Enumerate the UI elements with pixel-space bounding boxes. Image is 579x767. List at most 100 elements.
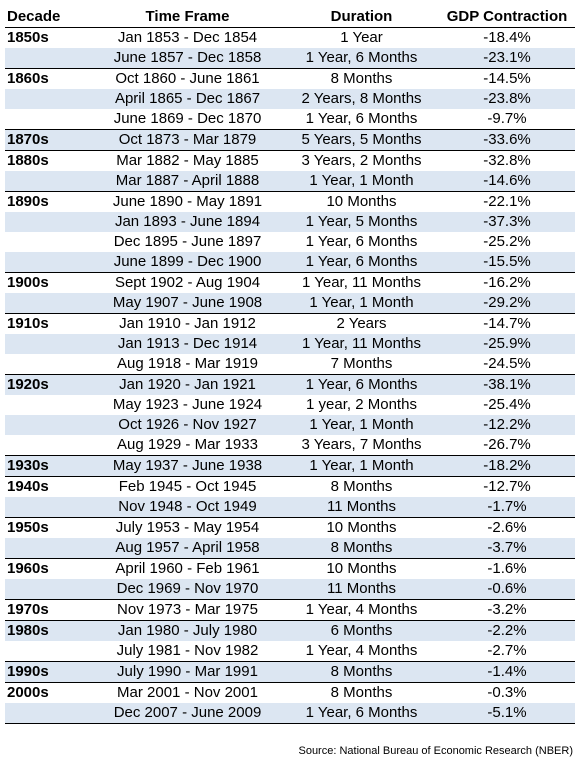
decade-cell: 1860s xyxy=(5,68,91,89)
decade-cell: 1940s xyxy=(5,476,91,497)
duration-cell: 1 Year, 6 Months xyxy=(284,109,439,130)
duration-cell: 7 Months xyxy=(284,354,439,375)
decade-cell xyxy=(5,395,91,415)
decade-cell: 1990s xyxy=(5,661,91,683)
table-row: May 1907 - June 1908 1 Year, 1 Month -29.2… xyxy=(5,293,575,314)
gdp-contraction-cell: -2.6% xyxy=(439,517,575,538)
gdp-contraction-cell: -1.7% xyxy=(439,497,575,518)
duration-cell: 1 Year, 1 Month xyxy=(284,455,439,477)
decade-cell: 1870s xyxy=(5,129,91,151)
table-row: Aug 1929 - Mar 1933 3 Years, 7 Months -26.… xyxy=(5,435,575,456)
time-frame-cell: June 1890 - May 1891 xyxy=(91,191,284,212)
table-row: 1920s Jan 1920 - Jan 1921 1 Year, 6 Months… xyxy=(5,374,575,395)
gdp-contraction-cell: -33.6% xyxy=(439,129,575,151)
duration-cell: 8 Months xyxy=(284,68,439,89)
time-frame-cell: Dec 2007 - June 2009 xyxy=(91,703,284,724)
time-frame-cell: Jan 1853 - Dec 1854 xyxy=(91,27,284,48)
table-row: 1960s April 1960 - Feb 1961 10 Months -1.6% xyxy=(5,558,575,579)
decade-cell: 1950s xyxy=(5,517,91,538)
time-frame-cell: Mar 1887 - April 1888 xyxy=(91,171,284,192)
time-frame-cell: Dec 1895 - June 1897 xyxy=(91,232,284,252)
gdp-contraction-cell: -3.7% xyxy=(439,538,575,559)
gdp-contraction-cell: -14.5% xyxy=(439,68,575,89)
gdp-contraction-cell: -1.4% xyxy=(439,661,575,683)
gdp-contraction-cell: -12.2% xyxy=(439,415,575,435)
time-frame-cell: Jan 1913 - Dec 1914 xyxy=(91,334,284,354)
time-frame-cell: Jan 1920 - Jan 1921 xyxy=(91,374,284,395)
decade-cell xyxy=(5,212,91,232)
time-frame-cell: June 1857 - Dec 1858 xyxy=(91,48,284,69)
gdp-contraction-cell: -12.7% xyxy=(439,476,575,497)
time-frame-cell: Aug 1957 - April 1958 xyxy=(91,538,284,559)
decade-cell: 1900s xyxy=(5,272,91,293)
table-header-row: Decade Time Frame Duration GDP Contracti… xyxy=(5,5,575,28)
gdp-contraction-cell: -1.6% xyxy=(439,558,575,579)
table-row: Oct 1926 - Nov 1927 1 Year, 1 Month -12.2% xyxy=(5,415,575,435)
table-row: 1860s Oct 1860 - June 1861 8 Months -14.5% xyxy=(5,68,575,89)
time-frame-cell: June 1899 - Dec 1900 xyxy=(91,252,284,273)
duration-cell: 11 Months xyxy=(284,497,439,518)
duration-cell: 1 Year, 1 Month xyxy=(284,171,439,192)
table-row: Jan 1893 - June 1894 1 Year, 5 Months -37.… xyxy=(5,212,575,232)
gdp-contraction-cell: -37.3% xyxy=(439,212,575,232)
table-row: 1900s Sept 1902 - Aug 1904 1 Year, 11 Mont… xyxy=(5,272,575,293)
duration-cell: 1 Year, 6 Months xyxy=(284,374,439,395)
gdp-contraction-cell: -16.2% xyxy=(439,272,575,293)
header-time-frame: Time Frame xyxy=(91,5,284,28)
decade-cell: 1930s xyxy=(5,455,91,477)
duration-cell: 3 Years, 2 Months xyxy=(284,150,439,171)
decade-cell xyxy=(5,293,91,314)
gdp-contraction-cell: -22.1% xyxy=(439,191,575,212)
table-row: 1850s Jan 1853 - Dec 1854 1 Year -18.4% xyxy=(5,27,575,48)
table-row: Dec 2007 - June 2009 1 Year, 6 Months -5.1… xyxy=(5,703,575,724)
header-duration: Duration xyxy=(284,5,439,28)
table-row: April 1865 - Dec 1867 2 Years, 8 Months -2… xyxy=(5,89,575,109)
gdp-contraction-cell: -5.1% xyxy=(439,703,575,724)
table-row: 1970s Nov 1973 - Mar 1975 1 Year, 4 Months… xyxy=(5,599,575,621)
table-row: 1950s July 1953 - May 1954 10 Months -2.6% xyxy=(5,517,575,538)
duration-cell: 8 Months xyxy=(284,682,439,703)
table-row: Mar 1887 - April 1888 1 Year, 1 Month -14.… xyxy=(5,171,575,192)
time-frame-cell: Oct 1860 - June 1861 xyxy=(91,68,284,89)
decade-cell xyxy=(5,497,91,518)
decade-cell: 1960s xyxy=(5,558,91,579)
recessions-table: Decade Time Frame Duration GDP Contracti… xyxy=(5,5,575,724)
table-row: Dec 1895 - June 1897 1 Year, 6 Months -25.… xyxy=(5,232,575,252)
duration-cell: 1 Year, 11 Months xyxy=(284,334,439,354)
duration-cell: 2 Years xyxy=(284,313,439,334)
decade-cell: 1850s xyxy=(5,27,91,48)
time-frame-cell: Aug 1929 - Mar 1933 xyxy=(91,435,284,456)
gdp-contraction-cell: -2.2% xyxy=(439,620,575,641)
time-frame-cell: April 1865 - Dec 1867 xyxy=(91,89,284,109)
time-frame-cell: April 1960 - Feb 1961 xyxy=(91,558,284,579)
table-row: 1980s Jan 1980 - July 1980 6 Months -2.2% xyxy=(5,620,575,641)
time-frame-cell: July 1990 - Mar 1991 xyxy=(91,661,284,683)
duration-cell: 1 Year, 4 Months xyxy=(284,599,439,621)
table-row: Dec 1969 - Nov 1970 11 Months -0.6% xyxy=(5,579,575,600)
duration-cell: 1 year, 2 Months xyxy=(284,395,439,415)
table-row: 1880s Mar 1882 - May 1885 3 Years, 2 Month… xyxy=(5,150,575,171)
duration-cell: 1 Year, 1 Month xyxy=(284,293,439,314)
table-body: 1850s Jan 1853 - Dec 1854 1 Year -18.4% June… xyxy=(5,27,575,724)
time-frame-cell: May 1907 - June 1908 xyxy=(91,293,284,314)
time-frame-cell: May 1937 - June 1938 xyxy=(91,455,284,477)
table-row: 1910s Jan 1910 - Jan 1912 2 Years -14.7% xyxy=(5,313,575,334)
table-row: Aug 1918 - Mar 1919 7 Months -24.5% xyxy=(5,354,575,375)
time-frame-cell: July 1953 - May 1954 xyxy=(91,517,284,538)
table-row: Jan 1913 - Dec 1914 1 Year, 11 Months -25.… xyxy=(5,334,575,354)
decade-cell xyxy=(5,354,91,375)
duration-cell: 10 Months xyxy=(284,517,439,538)
decade-cell xyxy=(5,415,91,435)
table-row: June 1869 - Dec 1870 1 Year, 6 Months -9.7… xyxy=(5,109,575,130)
gdp-contraction-cell: -25.2% xyxy=(439,232,575,252)
time-frame-cell: Oct 1873 - Mar 1879 xyxy=(91,129,284,151)
duration-cell: 1 Year, 6 Months xyxy=(284,252,439,273)
decade-cell: 1890s xyxy=(5,191,91,212)
time-frame-cell: June 1869 - Dec 1870 xyxy=(91,109,284,130)
time-frame-cell: Oct 1926 - Nov 1927 xyxy=(91,415,284,435)
gdp-contraction-cell: -15.5% xyxy=(439,252,575,273)
time-frame-cell: Dec 1969 - Nov 1970 xyxy=(91,579,284,600)
header-gdp-contraction: GDP Contraction xyxy=(439,5,575,28)
table-row: 2000s Mar 2001 - Nov 2001 8 Months -0.3% xyxy=(5,682,575,703)
